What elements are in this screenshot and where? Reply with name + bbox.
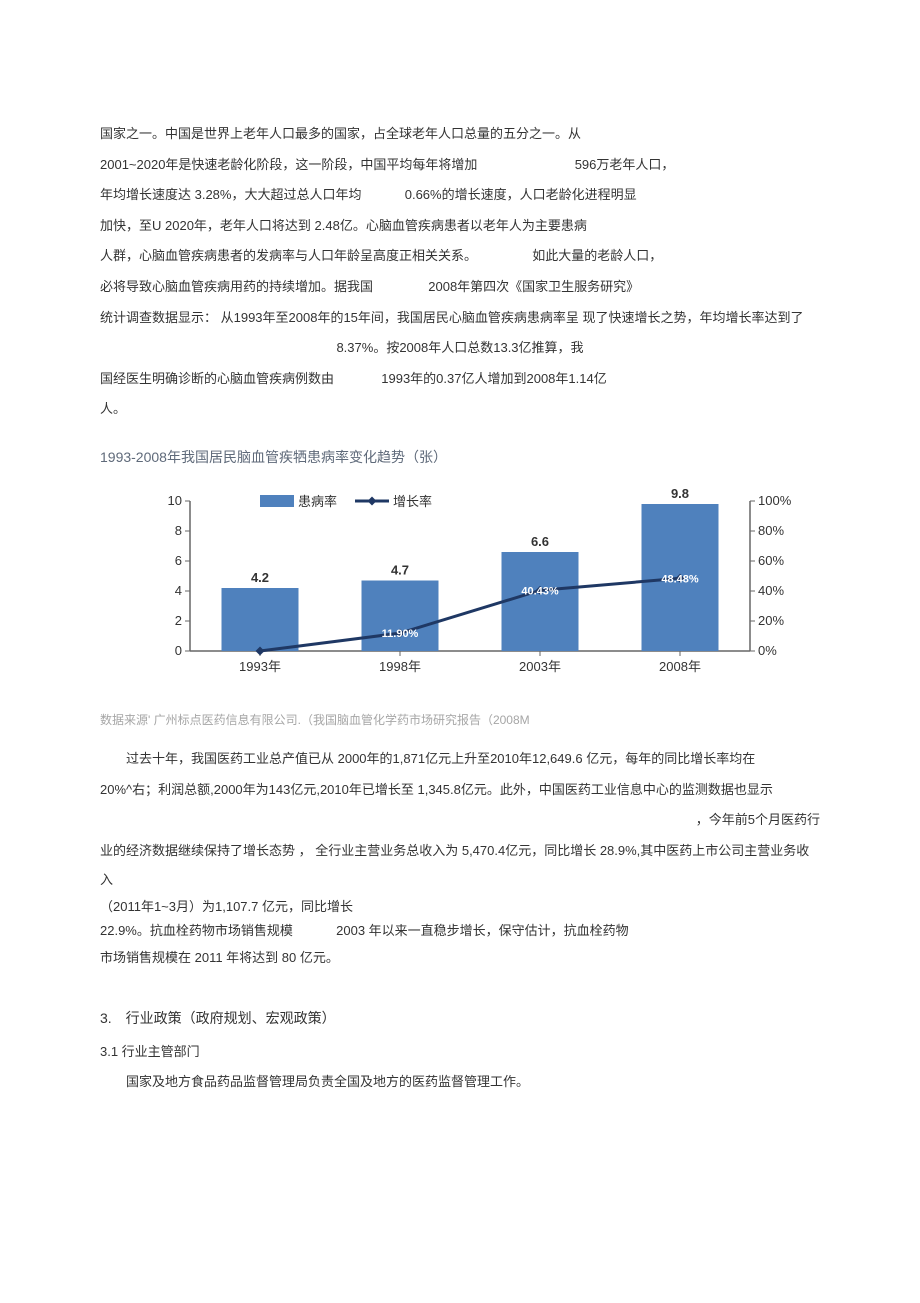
svg-text:80%: 80% bbox=[758, 523, 784, 538]
chart-figure: 02468100%20%40%60%80%100%4.21993年4.71998… bbox=[120, 481, 820, 701]
text: 过去十年，我国医药工业总产值已从 2000年的1,871亿元上升至2010年12… bbox=[126, 751, 755, 766]
text: 国家之一。中国是世界上老年人口最多的国家，占全球老年人口总量的五分之一。从 bbox=[100, 126, 581, 141]
svg-text:患病率: 患病率 bbox=[298, 494, 337, 509]
body-line: 加快，至U 2020年，老年人口将达到 2.48亿。心脑血管疾病患者以老年人为主… bbox=[100, 212, 820, 241]
body-line: 国家及地方食品药品监督管理局负责全国及地方的医药监督管理工作。 bbox=[100, 1068, 820, 1097]
svg-text:增长率: 增长率 bbox=[393, 494, 432, 509]
svg-text:100%: 100% bbox=[758, 493, 792, 508]
chart-title: 1993-2008年我国居民脑血管疾牺患病率变化趋势（张） bbox=[100, 442, 820, 473]
text: 业的经济数据继续保持了增长态势 ， 全行业主营业务总收入为 5,470.4亿元，… bbox=[100, 843, 809, 887]
text: 596万老年人口， bbox=[575, 157, 675, 172]
svg-text:60%: 60% bbox=[758, 553, 784, 568]
body-line: 8.37%。按2008年人口总数13.3亿推算，我 bbox=[100, 334, 820, 363]
text: 统计调查数据显示： 从1993年至2008年的15年间，我国居民心脑血管疾病患病… bbox=[100, 310, 804, 325]
bar-line-chart: 02468100%20%40%60%80%100%4.21993年4.71998… bbox=[120, 481, 820, 701]
body-line: 人群，心脑血管疾病患者的发病率与人口年龄呈高度正相关关系。 如此大量的老龄人口， bbox=[100, 242, 820, 271]
body-line: 统计调查数据显示： 从1993年至2008年的15年间，我国居民心脑血管疾病患病… bbox=[100, 304, 820, 333]
svg-text:9.8: 9.8 bbox=[671, 486, 689, 501]
body-line: 国家之一。中国是世界上老年人口最多的国家，占全球老年人口总量的五分之一。从 bbox=[100, 120, 820, 149]
text: ，今年前5个月医药行 bbox=[696, 812, 820, 827]
svg-text:4: 4 bbox=[175, 583, 182, 598]
svg-text:11.90%: 11.90% bbox=[382, 628, 419, 640]
text: 2008年第四次《国家卫生服务研究》 bbox=[428, 279, 639, 294]
svg-text:2: 2 bbox=[175, 613, 182, 628]
body-line: 国经医生明确诊断的心脑血管疾病例数由 1993年的0.37亿人增加到2008年1… bbox=[100, 365, 820, 394]
svg-text:10: 10 bbox=[168, 493, 182, 508]
text: 人。 bbox=[100, 401, 126, 416]
body-line: ，今年前5个月医药行 bbox=[100, 806, 820, 835]
svg-text:1998年: 1998年 bbox=[379, 659, 421, 674]
svg-text:2008年: 2008年 bbox=[659, 659, 701, 674]
svg-text:4.2: 4.2 bbox=[251, 570, 269, 585]
text: 国经医生明确诊断的心脑血管疾病例数由 bbox=[100, 371, 334, 386]
svg-text:48.48%: 48.48% bbox=[661, 573, 699, 585]
svg-text:40.43%: 40.43% bbox=[521, 585, 559, 597]
body-line: 2001~2020年是快速老龄化阶段，这一阶段，中国平均每年将增加 596万老年… bbox=[100, 151, 820, 180]
document-page: 国家之一。中国是世界上老年人口最多的国家，占全球老年人口总量的五分之一。从 20… bbox=[0, 0, 920, 1139]
svg-text:20%: 20% bbox=[758, 613, 784, 628]
svg-text:4.7: 4.7 bbox=[391, 562, 409, 577]
body-line: 过去十年，我国医药工业总产值已从 2000年的1,871亿元上升至2010年12… bbox=[100, 745, 820, 774]
body-line: 20%^右；利润总额,2000年为143亿元,2010年已增长至 1,345.8… bbox=[100, 776, 820, 805]
text: 20%^右；利润总额,2000年为143亿元,2010年已增长至 1,345.8… bbox=[100, 782, 773, 797]
body-line: 必将导致心脑血管疾病用药的持续增加。据我国 2008年第四次《国家卫生服务研究》 bbox=[100, 273, 820, 302]
svg-text:6: 6 bbox=[175, 553, 182, 568]
svg-text:0: 0 bbox=[175, 643, 182, 658]
svg-text:6.6: 6.6 bbox=[531, 534, 549, 549]
text: 市场销售规模在 2011 年将达到 80 亿元。 bbox=[100, 950, 339, 965]
body-line: （2011年1~3月）为1,107.7 亿元，同比增长 bbox=[100, 896, 820, 918]
svg-text:0%: 0% bbox=[758, 643, 777, 658]
svg-text:8: 8 bbox=[175, 523, 182, 538]
section-subheading: 3.1 行业主管部门 bbox=[100, 1038, 820, 1067]
text: 年均增长速度达 3.28%，大大超过总人口年均 bbox=[100, 187, 361, 202]
body-line: 22.9%。抗血栓药物市场销售规模 2003 年以来一直稳步增长，保守估计，抗血… bbox=[100, 920, 820, 942]
svg-text:1993年: 1993年 bbox=[239, 659, 281, 674]
text: 国家及地方食品药品监督管理局负责全国及地方的医药监督管理工作。 bbox=[126, 1074, 529, 1089]
text: 必将导致心脑血管疾病用药的持续增加。据我国 bbox=[100, 279, 373, 294]
svg-text:2003年: 2003年 bbox=[519, 659, 561, 674]
text: （2011年1~3月）为1,107.7 亿元，同比增长 bbox=[100, 899, 353, 914]
text: 人群，心脑血管疾病患者的发病率与人口年龄呈高度正相关关系。 bbox=[100, 248, 477, 263]
chart-source-caption: 数据来源' 广州标点医药信息有限公司.（我国脑血管化学药市场研究报告（2008M bbox=[100, 707, 820, 733]
body-line: 业的经济数据继续保持了增长态势 ， 全行业主营业务总收入为 5,470.4亿元，… bbox=[100, 837, 820, 894]
text: 8.37%。按2008年人口总数13.3亿推算，我 bbox=[336, 340, 583, 355]
body-line: 人。 bbox=[100, 395, 820, 424]
body-line: 市场销售规模在 2011 年将达到 80 亿元。 bbox=[100, 944, 820, 973]
svg-text:40%: 40% bbox=[758, 583, 784, 598]
body-line: 年均增长速度达 3.28%，大大超过总人口年均 0.66%的增长速度，人口老龄化… bbox=[100, 181, 820, 210]
text: 22.9%。抗血栓药物市场销售规模 bbox=[100, 923, 293, 938]
section-heading: 3. 行业政策（政府规划、宏观政策） bbox=[100, 1003, 820, 1034]
text: 1993年的0.37亿人增加到2008年1.14亿 bbox=[381, 371, 606, 386]
text: 0.66%的增长速度，人口老龄化进程明显 bbox=[405, 187, 637, 202]
text: 2003 年以来一直稳步增长，保守估计，抗血栓药物 bbox=[336, 923, 629, 938]
text: 加快，至U 2020年，老年人口将达到 2.48亿。心脑血管疾病患者以老年人为主… bbox=[100, 218, 587, 233]
text: 2001~2020年是快速老龄化阶段，这一阶段，中国平均每年将增加 bbox=[100, 157, 477, 172]
text: 如此大量的老龄人口， bbox=[532, 248, 662, 263]
